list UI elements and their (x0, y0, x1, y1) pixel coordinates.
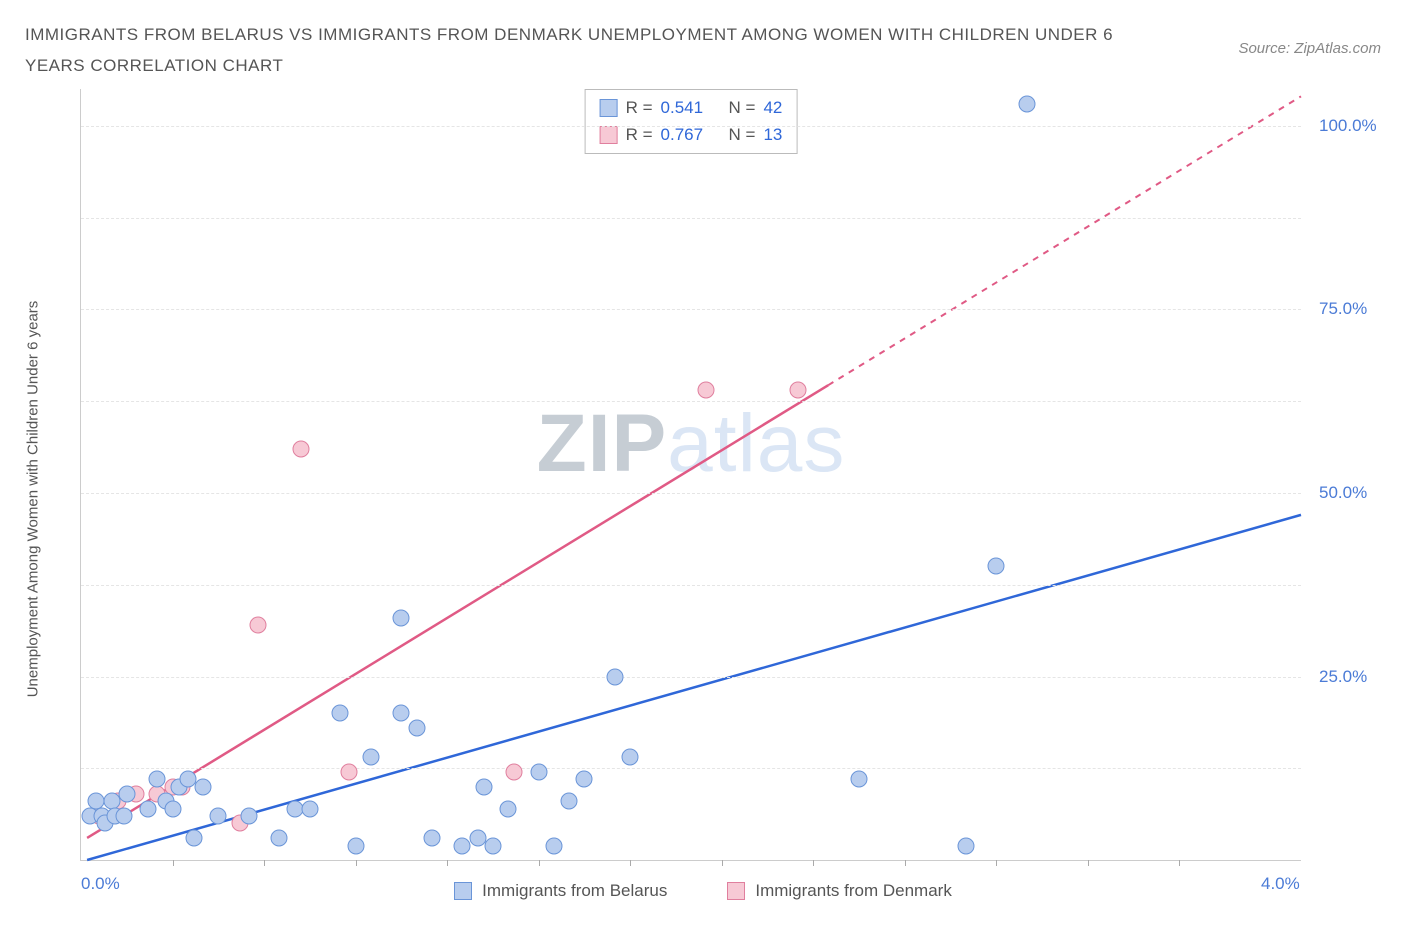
data-point-belarus (393, 609, 410, 626)
gridline (81, 401, 1301, 402)
y-tick-label: 50.0% (1319, 483, 1367, 503)
data-point-belarus (301, 800, 318, 817)
data-point-belarus (149, 771, 166, 788)
data-point-belarus (500, 800, 517, 817)
chart-container: Unemployment Among Women with Children U… (25, 89, 1381, 909)
swatch-belarus (454, 882, 472, 900)
chart-title: IMMIGRANTS FROM BELARUS VS IMMIGRANTS FR… (25, 20, 1125, 81)
data-point-belarus (271, 830, 288, 847)
data-point-belarus (576, 771, 593, 788)
header: IMMIGRANTS FROM BELARUS VS IMMIGRANTS FR… (25, 20, 1381, 81)
x-tick (722, 860, 723, 866)
x-tick (539, 860, 540, 866)
x-tick (447, 860, 448, 866)
n-label: N = (729, 94, 756, 121)
data-point-belarus (115, 808, 132, 825)
data-point-belarus (622, 749, 639, 766)
data-point-belarus (240, 808, 257, 825)
series-legend: Immigrants from Belarus Immigrants from … (25, 881, 1381, 901)
source-label: Source: ZipAtlas.com (1238, 20, 1381, 57)
x-tick (1179, 860, 1180, 866)
gridline (81, 768, 1301, 769)
data-point-belarus (347, 837, 364, 854)
data-point-belarus (332, 705, 349, 722)
legend-label-belarus: Immigrants from Belarus (482, 881, 667, 901)
y-tick-label: 75.0% (1319, 299, 1367, 319)
y-tick-label: 25.0% (1319, 667, 1367, 687)
data-point-belarus (210, 808, 227, 825)
trend-lines-layer (81, 89, 1301, 860)
swatch-denmark (727, 882, 745, 900)
data-point-belarus (118, 786, 135, 803)
x-tick (173, 860, 174, 866)
swatch-belarus (600, 99, 618, 117)
data-point-belarus (185, 830, 202, 847)
gridline (81, 677, 1301, 678)
data-point-belarus (957, 837, 974, 854)
data-point-belarus (362, 749, 379, 766)
data-point-belarus (408, 720, 425, 737)
stats-row-belarus: R = 0.541 N = 42 (600, 94, 783, 121)
gridline (81, 493, 1301, 494)
data-point-denmark (341, 764, 358, 781)
data-point-belarus (140, 800, 157, 817)
data-point-belarus (423, 830, 440, 847)
x-tick (264, 860, 265, 866)
data-point-denmark (292, 441, 309, 458)
stats-legend: R = 0.541 N = 42 R = 0.767 N = 13 (585, 89, 798, 153)
r-label: R = (626, 94, 653, 121)
data-point-belarus (393, 705, 410, 722)
data-point-denmark (789, 382, 806, 399)
x-tick (356, 860, 357, 866)
data-point-belarus (475, 778, 492, 795)
plot-area: ZIPatlas R = 0.541 N = 42 R = 0.767 N = … (80, 89, 1301, 861)
x-tick (630, 860, 631, 866)
data-point-belarus (164, 800, 181, 817)
data-point-belarus (850, 771, 867, 788)
data-point-denmark (249, 617, 266, 634)
swatch-denmark (600, 126, 618, 144)
data-point-belarus (988, 558, 1005, 575)
data-point-denmark (506, 764, 523, 781)
gridline (81, 126, 1301, 127)
data-point-belarus (561, 793, 578, 810)
data-point-belarus (606, 668, 623, 685)
gridline (81, 585, 1301, 586)
x-tick (813, 860, 814, 866)
x-tick (996, 860, 997, 866)
data-point-denmark (698, 382, 715, 399)
data-point-belarus (195, 778, 212, 795)
n-value-belarus: 42 (763, 94, 782, 121)
gridline (81, 218, 1301, 219)
gridline (81, 309, 1301, 310)
data-point-belarus (545, 837, 562, 854)
legend-label-denmark: Immigrants from Denmark (755, 881, 951, 901)
x-tick (1088, 860, 1089, 866)
x-tick (905, 860, 906, 866)
data-point-belarus (530, 764, 547, 781)
legend-item-belarus: Immigrants from Belarus (454, 881, 667, 901)
data-point-belarus (1018, 95, 1035, 112)
legend-item-denmark: Immigrants from Denmark (727, 881, 951, 901)
y-tick-label: 100.0% (1319, 116, 1377, 136)
data-point-belarus (484, 837, 501, 854)
y-axis-label: Unemployment Among Women with Children U… (25, 301, 42, 698)
r-value-belarus: 0.541 (661, 94, 704, 121)
